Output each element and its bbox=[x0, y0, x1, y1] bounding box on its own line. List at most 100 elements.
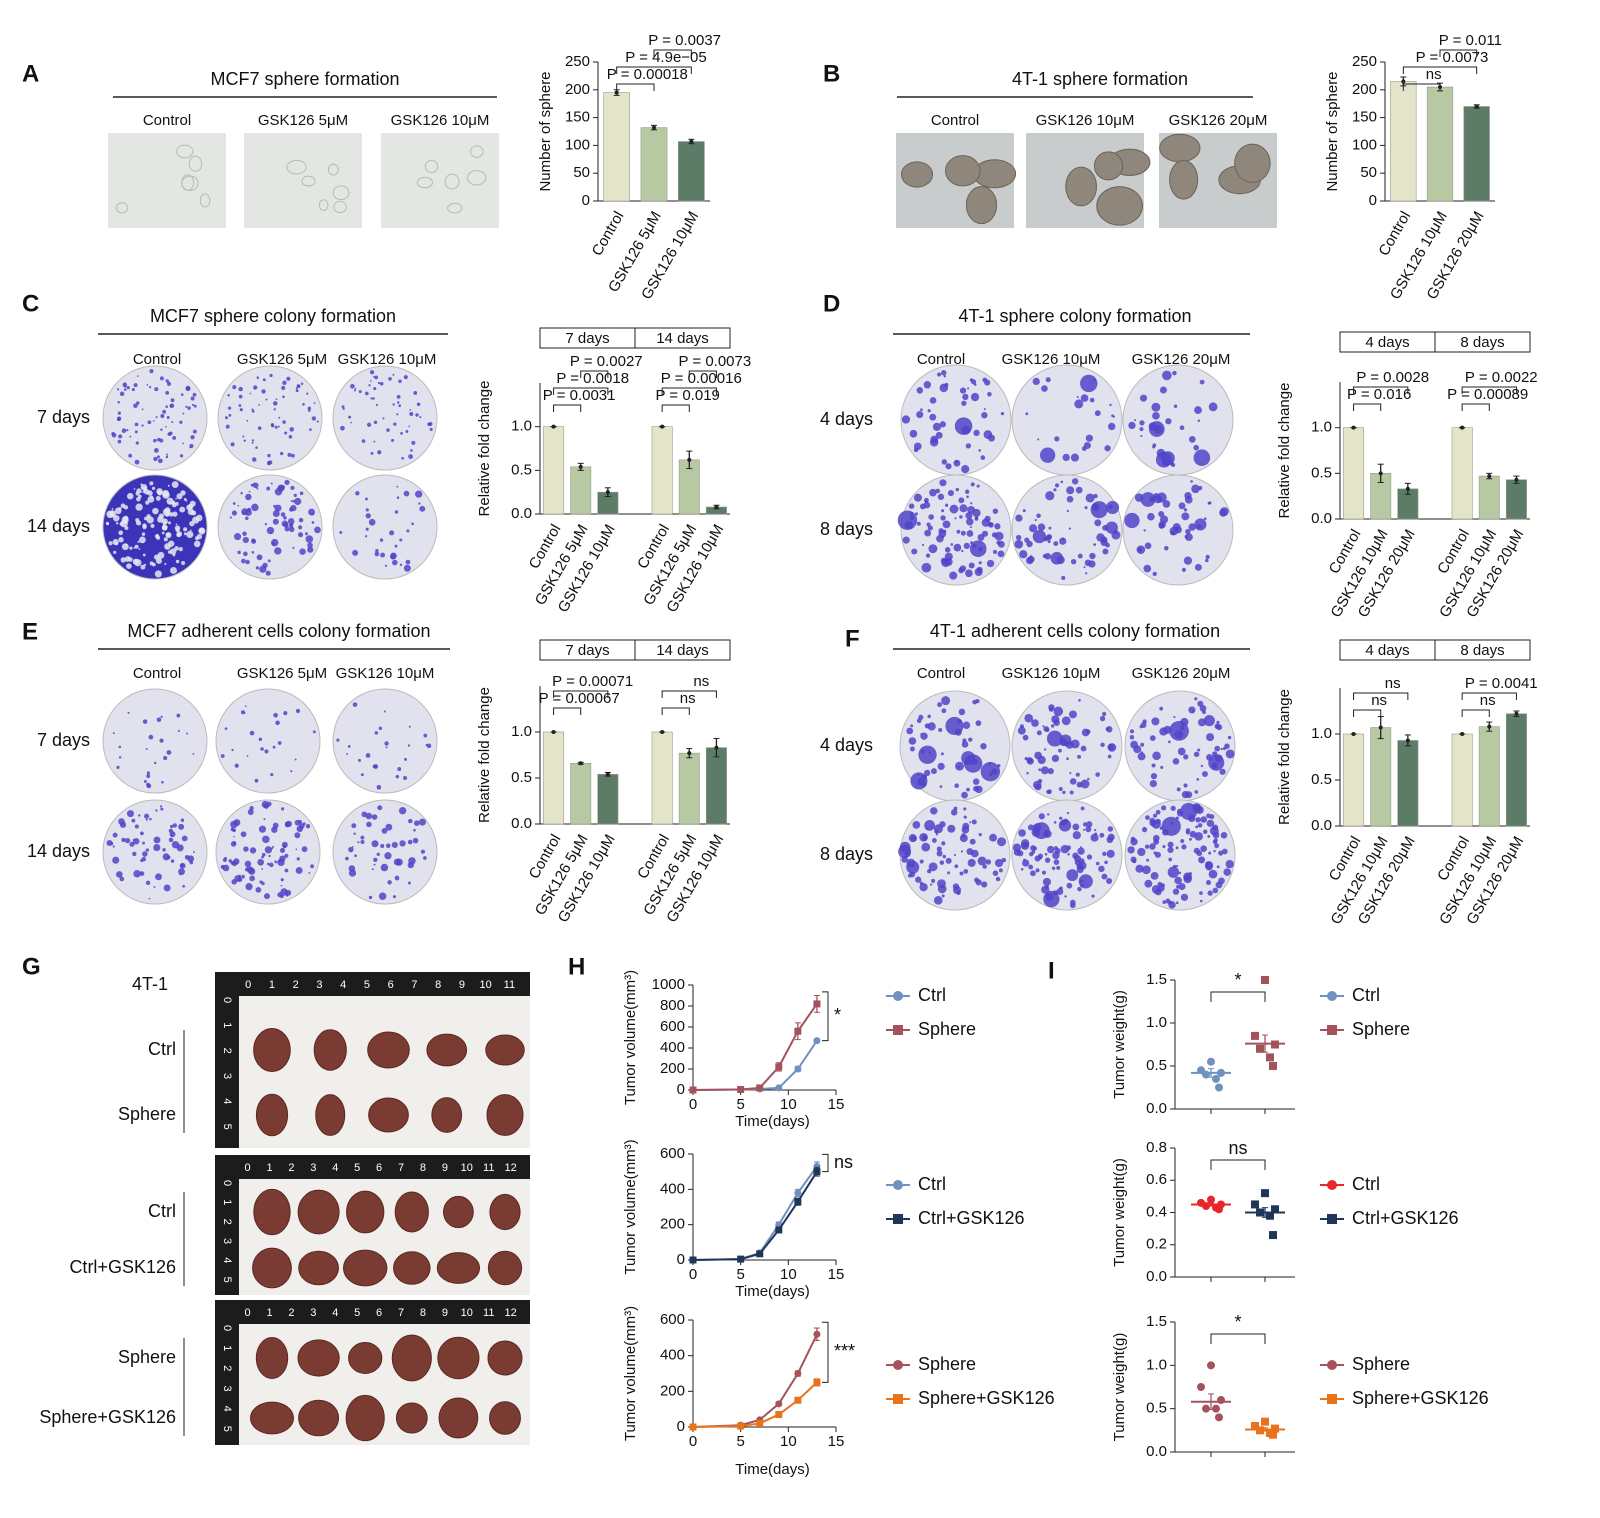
colony bbox=[162, 522, 166, 526]
colony bbox=[1153, 851, 1157, 855]
annotation: ns bbox=[1426, 66, 1442, 83]
colony bbox=[915, 876, 922, 883]
colony bbox=[963, 542, 970, 550]
colony bbox=[373, 857, 378, 863]
sphere bbox=[199, 193, 211, 208]
colony bbox=[929, 488, 937, 497]
colony bbox=[233, 829, 236, 832]
colony bbox=[261, 852, 266, 857]
colony bbox=[1130, 740, 1139, 749]
colony bbox=[350, 421, 352, 424]
colony bbox=[1106, 849, 1115, 858]
series-line bbox=[692, 1171, 818, 1261]
group-header bbox=[634, 327, 731, 349]
colony bbox=[1172, 864, 1177, 869]
colony bbox=[147, 490, 153, 496]
sphere bbox=[900, 161, 934, 188]
colony bbox=[1198, 718, 1207, 727]
y-tick-label: 1.0 bbox=[1311, 725, 1332, 742]
colony bbox=[966, 518, 974, 526]
colony bbox=[368, 384, 371, 387]
colony bbox=[164, 521, 168, 525]
annotation: *** bbox=[834, 1341, 855, 1361]
colony bbox=[184, 854, 190, 860]
colony bbox=[142, 490, 146, 494]
colony bbox=[1165, 418, 1172, 425]
colony bbox=[936, 534, 944, 543]
x-tick-label: 5 bbox=[736, 1433, 744, 1450]
colony bbox=[290, 770, 293, 773]
colony bbox=[266, 460, 272, 466]
colony bbox=[144, 563, 147, 566]
colony bbox=[1076, 395, 1079, 398]
colony bbox=[305, 823, 311, 829]
colony bbox=[379, 538, 384, 542]
colony bbox=[1197, 748, 1201, 752]
colony bbox=[1079, 879, 1083, 883]
colony bbox=[1159, 826, 1164, 830]
colony bbox=[377, 381, 381, 385]
colony bbox=[408, 818, 413, 824]
colony bbox=[410, 449, 413, 452]
colony bbox=[1132, 858, 1137, 864]
colony bbox=[944, 547, 951, 553]
colony bbox=[1196, 850, 1203, 857]
tumor bbox=[368, 1097, 409, 1133]
colony bbox=[272, 518, 279, 525]
colony bbox=[140, 831, 144, 836]
colony bbox=[1175, 901, 1179, 905]
x-tick-label: 0 bbox=[689, 1433, 697, 1450]
panel-label: F bbox=[845, 625, 860, 652]
colony bbox=[308, 508, 316, 516]
point bbox=[1215, 1083, 1223, 1092]
colony bbox=[249, 847, 257, 854]
colony bbox=[967, 858, 976, 867]
colony bbox=[1060, 480, 1064, 484]
colony bbox=[950, 809, 958, 816]
colony bbox=[1109, 745, 1112, 748]
micrograph bbox=[244, 133, 362, 228]
colony bbox=[348, 865, 356, 872]
colony bbox=[921, 774, 928, 781]
colony bbox=[1220, 747, 1223, 751]
colony bbox=[1062, 790, 1066, 795]
colony bbox=[113, 550, 117, 555]
colony bbox=[1172, 888, 1180, 895]
colony bbox=[170, 398, 175, 403]
colony bbox=[264, 893, 271, 900]
dish bbox=[900, 474, 1012, 586]
colony bbox=[1080, 779, 1090, 789]
colony bbox=[365, 527, 369, 531]
colony bbox=[149, 386, 152, 389]
colony bbox=[962, 721, 971, 729]
colony bbox=[123, 505, 129, 510]
colony bbox=[420, 849, 426, 854]
colony bbox=[1205, 554, 1210, 560]
x-axis-label: Time(days) bbox=[735, 1283, 809, 1300]
colony bbox=[1090, 501, 1108, 519]
colony bbox=[981, 881, 988, 888]
colony bbox=[938, 727, 943, 733]
y-tick-label: 0 bbox=[1369, 192, 1377, 209]
colony bbox=[1033, 823, 1042, 832]
colony bbox=[1165, 898, 1171, 904]
colony bbox=[139, 871, 145, 876]
colony bbox=[983, 551, 986, 554]
y-tick-label: 50 bbox=[573, 164, 590, 181]
colony bbox=[289, 507, 294, 512]
colony bbox=[419, 416, 422, 419]
colony bbox=[280, 878, 284, 882]
colony bbox=[1207, 834, 1211, 838]
colony bbox=[960, 850, 964, 853]
bar bbox=[1478, 475, 1500, 520]
colony bbox=[1076, 781, 1083, 788]
colony bbox=[974, 516, 979, 521]
colony bbox=[913, 447, 919, 453]
colony bbox=[1046, 534, 1053, 540]
colony bbox=[163, 884, 171, 892]
colony bbox=[295, 848, 298, 851]
colony bbox=[1041, 385, 1048, 392]
bracket bbox=[688, 370, 717, 378]
colony bbox=[968, 562, 975, 569]
colony bbox=[153, 456, 158, 462]
